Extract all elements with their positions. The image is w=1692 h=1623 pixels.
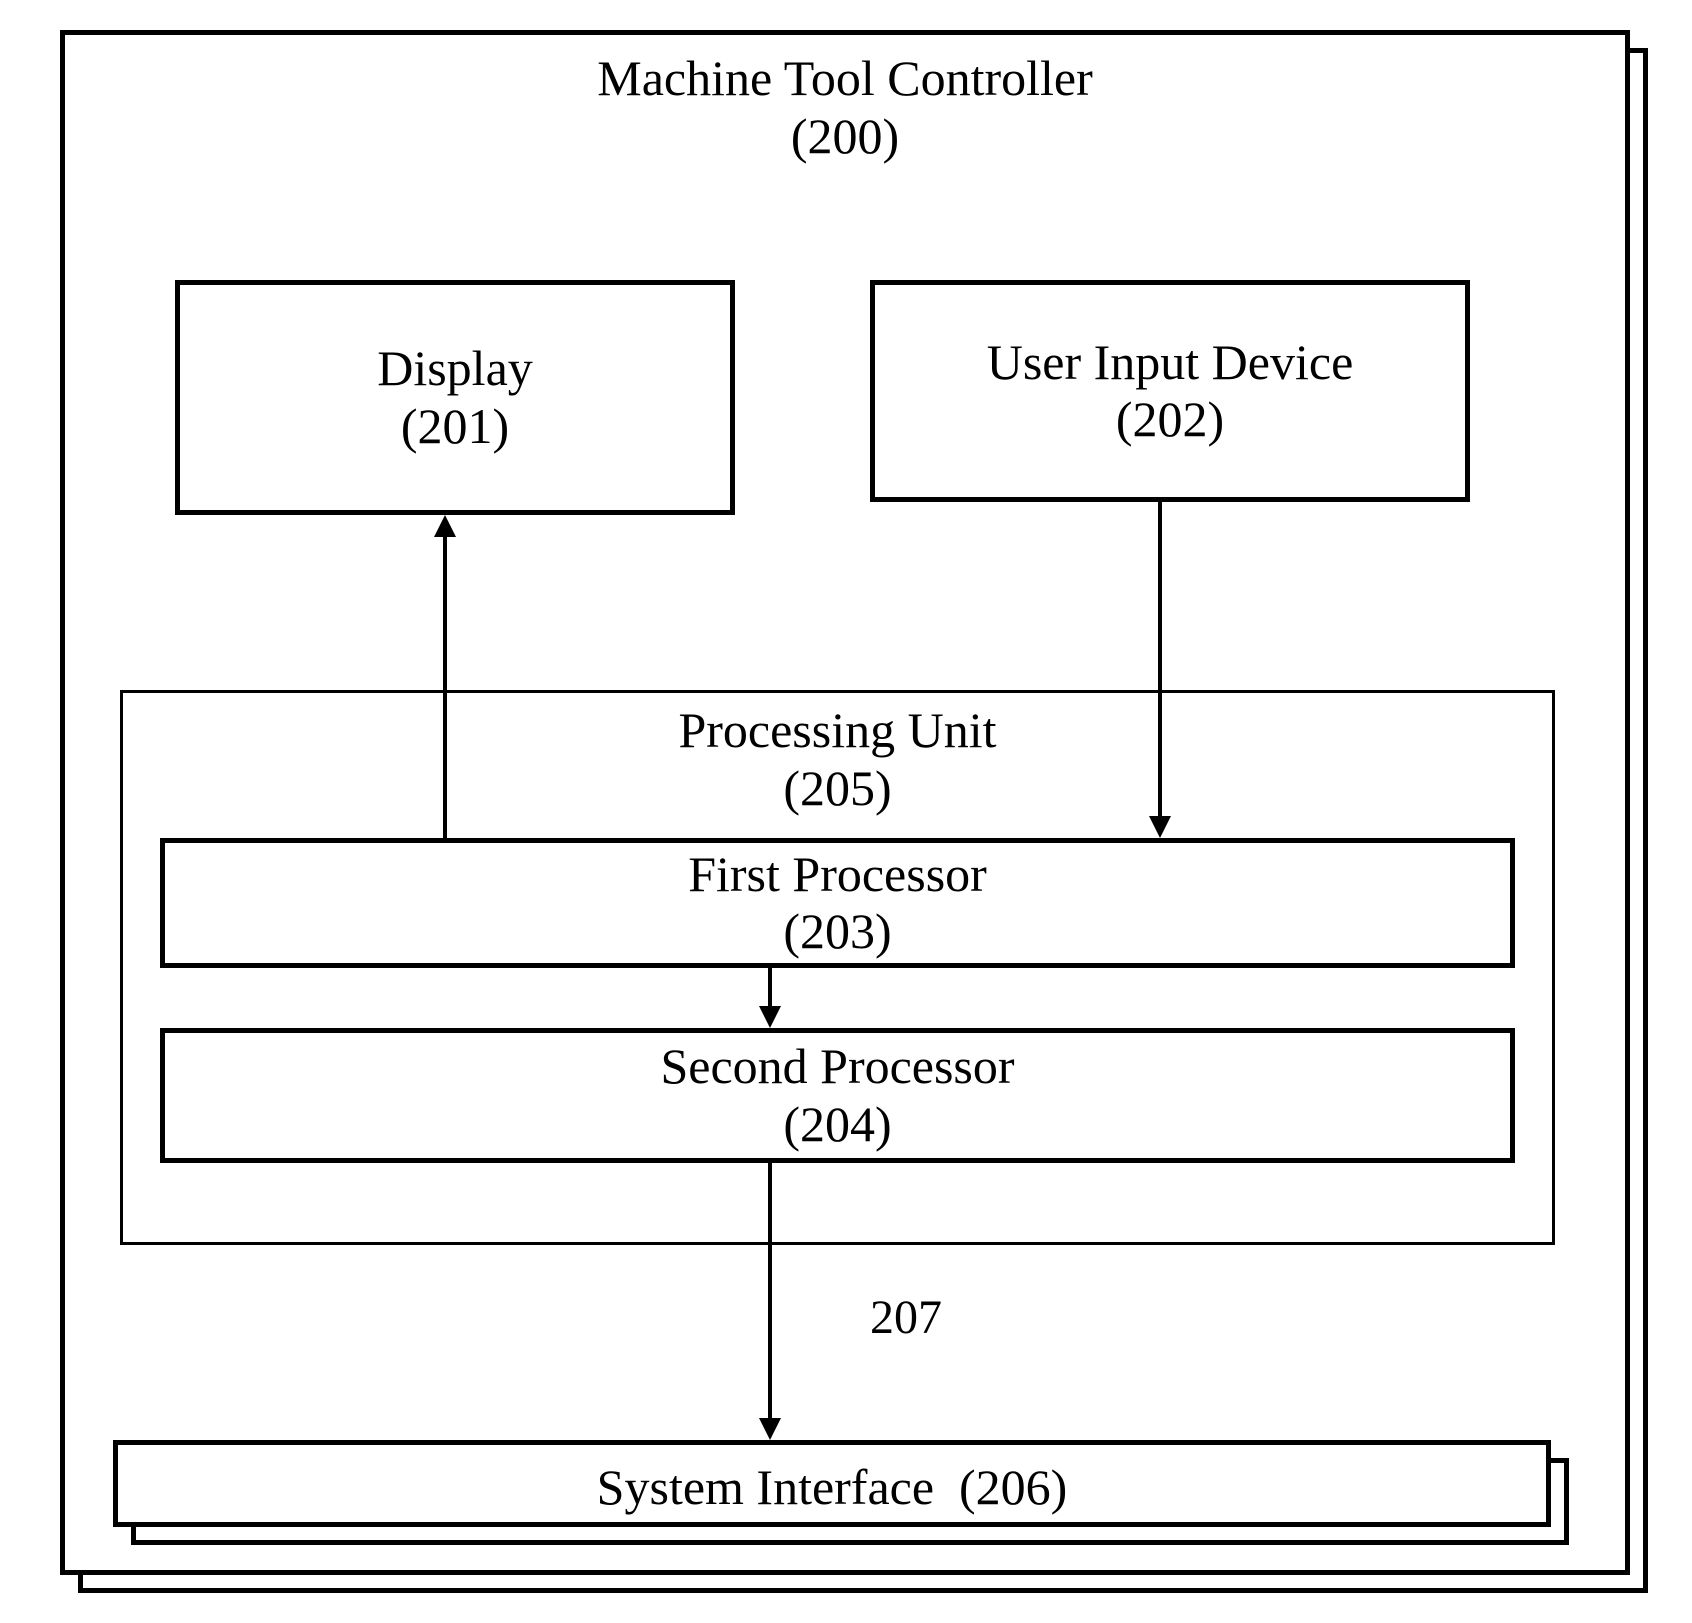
user-input-ref: (202) [670,391,1670,449]
first-processor-ref: (203) [338,903,1338,961]
first-processor-title: First Processor [338,846,1338,904]
second-processor-title: Second Processor [338,1038,1338,1096]
system-interface-title: System Interface (206) [332,1459,1332,1517]
outer-title: Machine Tool Controller [345,50,1345,108]
processing-unit-ref: (205) [338,760,1338,818]
arrow-label-207: 207 [870,1290,942,1345]
second-processor-ref: (204) [338,1096,1338,1154]
user-input-title: User Input Device [670,334,1670,392]
outer-ref: (200) [345,108,1345,166]
processing-unit-title: Processing Unit [338,702,1338,760]
